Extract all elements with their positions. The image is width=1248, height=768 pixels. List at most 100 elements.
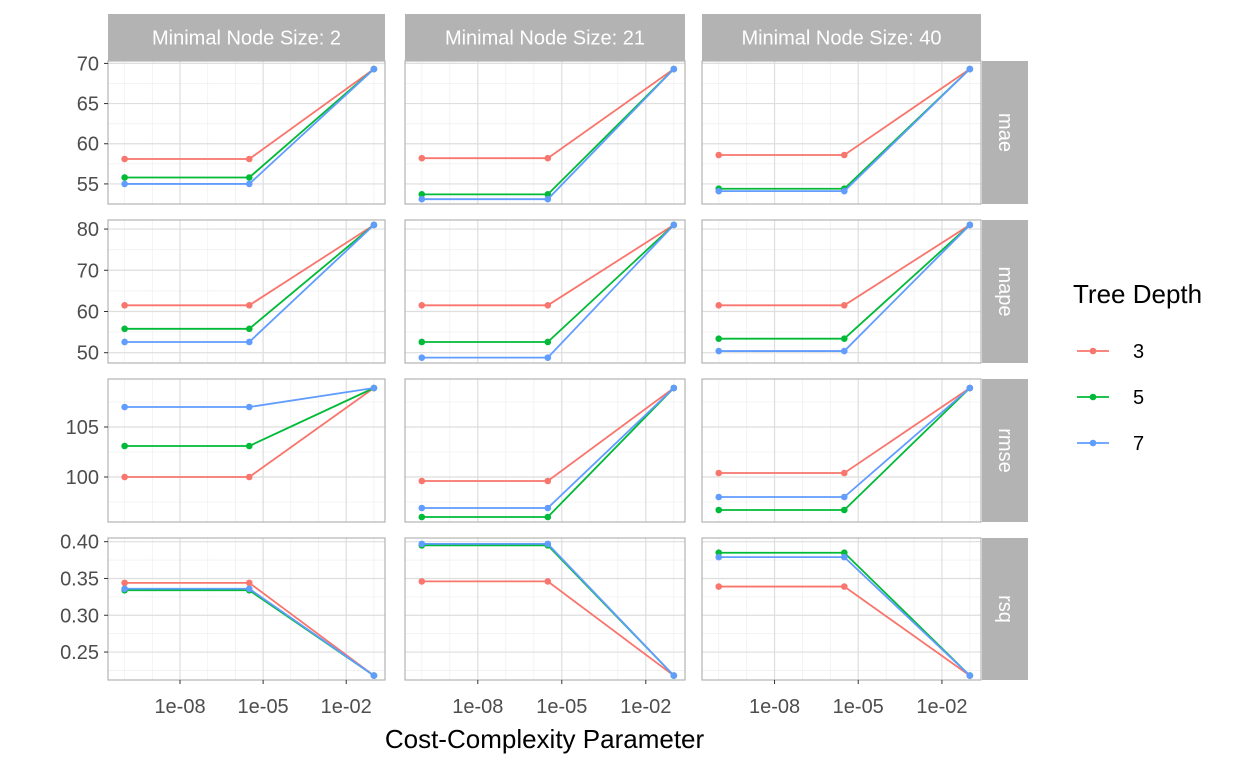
panel-border [404, 378, 686, 523]
panel-border [701, 60, 982, 205]
data-point-depth-3 [245, 473, 253, 481]
data-point-depth-5 [544, 338, 552, 346]
series-line-depth-5 [421, 544, 675, 677]
x-axis-title: Cost-Complexity Parameter [385, 724, 705, 754]
data-point-depth-7 [245, 180, 253, 188]
data-point-depth-7 [840, 347, 848, 355]
data-point-depth-3 [715, 151, 723, 159]
series-line-depth-5 [718, 551, 971, 677]
series-line-depth-5 [421, 68, 675, 196]
x-tick-label: 1e-05 [238, 696, 289, 718]
series-line-depth-3 [421, 68, 675, 160]
series-line-depth-5 [718, 224, 971, 340]
row-strip-background [982, 379, 1028, 522]
legend-key-point [1089, 439, 1097, 447]
data-point-depth-3 [840, 151, 848, 159]
series-line-depth-5 [421, 224, 675, 343]
panel-border [107, 60, 386, 205]
panel-border [701, 219, 982, 364]
data-point-depth-3 [121, 155, 128, 163]
data-point-depth-3 [544, 302, 552, 309]
legend-item-depth-5: 5 [1077, 387, 1144, 409]
column-strip-3: Minimal Node Size: 40 [702, 14, 981, 61]
data-point-depth-3 [121, 302, 128, 309]
y-tick-label: 60 [77, 134, 99, 156]
series-line-depth-7 [421, 387, 675, 509]
panel-rmse-2 [404, 378, 686, 523]
data-point-depth-3 [840, 583, 848, 590]
panel-border [107, 219, 386, 364]
data-point-depth-5 [418, 191, 426, 198]
series-line-depth-5 [124, 589, 375, 677]
row-strip-background [982, 61, 1028, 204]
panel-border [701, 378, 982, 523]
data-point-depth-7 [370, 384, 378, 392]
series-line-depth-3 [718, 68, 971, 156]
data-point-depth-7 [966, 384, 974, 392]
data-point-depth-5 [544, 513, 552, 521]
column-strip-background [702, 14, 981, 61]
data-point-depth-5 [840, 335, 848, 342]
data-point-depth-5 [715, 335, 723, 342]
series-line-depth-7 [124, 224, 375, 343]
row-strip-mape: mape [982, 220, 1028, 363]
data-point-depth-7 [245, 585, 253, 593]
data-point-depth-3 [715, 583, 723, 590]
row-strip-mae: mae [982, 61, 1028, 204]
data-point-depth-7 [245, 338, 253, 346]
x-tick-label: 1e-02 [321, 696, 372, 718]
panel-border [404, 60, 686, 205]
data-point-depth-7 [418, 354, 426, 361]
y-tick-label: 0.40 [60, 532, 99, 554]
panel-border [107, 537, 386, 681]
data-point-depth-7 [121, 338, 128, 346]
legend-item-depth-7: 7 [1077, 433, 1144, 455]
data-point-depth-7 [840, 493, 848, 501]
panel-rsq-2 [404, 537, 686, 681]
row-strip-background [982, 538, 1028, 680]
data-point-depth-3 [245, 155, 253, 163]
data-point-depth-7 [715, 187, 723, 195]
row-strip-label: rsq [994, 595, 1016, 623]
panel-mape-3 [701, 219, 982, 364]
column-strip-label: Minimal Node Size: 40 [741, 28, 941, 50]
data-point-depth-7 [840, 553, 848, 561]
legend-key-point [1089, 393, 1097, 401]
row-strip-rmse: rmse [982, 379, 1028, 522]
data-point-depth-7 [121, 403, 128, 411]
data-point-depth-5 [715, 506, 723, 514]
panel-rsq-1 [107, 537, 386, 681]
series-line-depth-7 [718, 387, 971, 498]
x-tick-label: 1e-05 [536, 696, 587, 718]
data-point-depth-7 [966, 221, 974, 229]
data-point-depth-3 [418, 154, 426, 162]
data-point-depth-7 [418, 195, 426, 203]
y-tick-label: 80 [77, 219, 99, 241]
series-line-depth-7 [421, 224, 675, 359]
x-tick-label: 1e-02 [916, 696, 967, 718]
legend-label: 5 [1133, 387, 1144, 409]
data-point-depth-7 [370, 672, 378, 679]
data-point-depth-7 [370, 65, 378, 73]
series-line-depth-5 [718, 387, 971, 511]
x-tick-label: 1e-08 [154, 696, 205, 718]
y-tick-label: 105 [66, 417, 99, 439]
data-point-depth-7 [544, 540, 552, 548]
data-point-depth-5 [121, 174, 128, 181]
data-point-depth-7 [370, 221, 378, 229]
data-point-depth-5 [840, 506, 848, 514]
row-strip-label: mape [994, 266, 1016, 316]
series-line-depth-3 [124, 68, 375, 160]
legend-key-point [1089, 347, 1097, 355]
column-strip-background [108, 14, 385, 61]
series-line-depth-5 [124, 224, 375, 330]
data-point-depth-5 [245, 325, 253, 333]
data-point-depth-5 [245, 174, 253, 181]
x-tick-label: 1e-02 [620, 696, 671, 718]
series-line-depth-5 [421, 387, 675, 518]
data-point-depth-3 [715, 302, 723, 309]
x-tick-label: 1e-05 [833, 696, 884, 718]
y-tick-label: 100 [66, 467, 99, 489]
series-line-depth-3 [124, 387, 375, 478]
